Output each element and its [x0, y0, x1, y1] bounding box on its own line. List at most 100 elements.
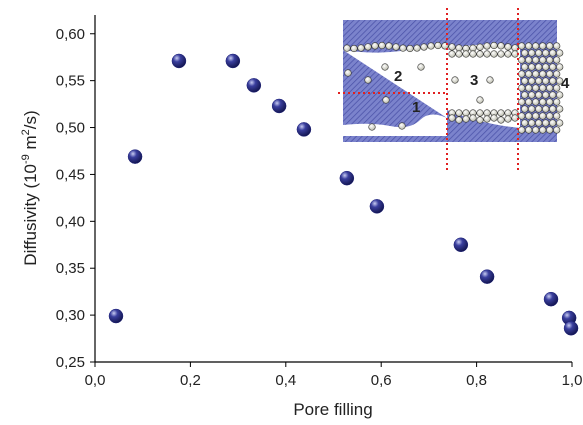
inset-particle [549, 63, 557, 71]
inset-particle [518, 56, 526, 64]
inset-particle [518, 98, 526, 106]
inset-particle [532, 126, 540, 134]
inset-particle [542, 119, 550, 127]
inset-particle [455, 116, 463, 124]
inset-particle [417, 63, 425, 71]
inset-particle [344, 69, 352, 77]
inset-particle [532, 98, 540, 106]
inset-particle [385, 42, 393, 50]
inset-particle [556, 49, 564, 57]
data-point [563, 320, 579, 336]
inset-particle [476, 50, 484, 58]
x-tick-label: 0,6 [371, 372, 392, 389]
inset-particle [398, 122, 406, 130]
inset-particle [542, 77, 550, 85]
inset-particle [532, 56, 540, 64]
inset-particle [528, 49, 536, 57]
y-tick-label: 0,50 [56, 120, 85, 137]
inset-particle [483, 50, 491, 58]
inset-particle [518, 42, 526, 50]
inset-particle [521, 49, 529, 57]
inset-particle [368, 123, 376, 131]
inset-particle [546, 84, 554, 92]
inset-particle [504, 115, 512, 123]
inset-particle [518, 126, 526, 134]
inset-particle [518, 84, 526, 92]
inset-particle [497, 42, 505, 50]
x-tick-label: 0,4 [275, 372, 296, 389]
inset-particle [448, 50, 456, 58]
data-point [271, 98, 287, 114]
inset-particle [556, 105, 564, 113]
inset-particle [546, 112, 554, 120]
inset-particle [546, 56, 554, 64]
inset-particle [462, 50, 470, 58]
inset-particle [532, 70, 540, 78]
inset-particle [521, 119, 529, 127]
inset-particle [532, 112, 540, 120]
inset-label: 1 [412, 99, 420, 116]
inset-particle [553, 98, 561, 106]
data-point [296, 122, 312, 137]
inset-particle [521, 105, 529, 113]
data-point [127, 149, 143, 164]
inset-particle [539, 126, 547, 134]
inset-particle [420, 43, 428, 51]
y-tick-label: 0,30 [56, 307, 85, 324]
inset-particle [528, 63, 536, 71]
inset-particle [490, 41, 498, 50]
inset-particle [455, 50, 463, 58]
inset-particle [546, 98, 554, 106]
inset-particle [476, 43, 484, 51]
inset-particle [497, 50, 505, 58]
inset-particle [364, 43, 372, 51]
inset-particle [549, 119, 557, 127]
x-axis-title: Pore filling [293, 400, 372, 419]
inset-particle [535, 49, 543, 57]
superscript: -9 [20, 154, 32, 164]
inset-particle [434, 41, 442, 50]
inset-particle [483, 115, 491, 123]
inset-particle [378, 41, 386, 50]
inset-particle [553, 112, 561, 120]
inset-particle [553, 56, 561, 64]
inset-particle [451, 76, 459, 84]
x-tick-label: 0,2 [180, 372, 201, 389]
inset-particle [535, 105, 543, 113]
inset-particle [549, 77, 557, 85]
inset-particle [556, 77, 564, 85]
inset-label: 3 [470, 72, 478, 89]
inset-particle [483, 42, 491, 50]
y-tick-label: 0,45 [56, 166, 85, 183]
inset-particle [556, 91, 564, 99]
inset-particle [504, 109, 512, 117]
inset-particle [535, 91, 543, 99]
inset-particle [553, 84, 561, 92]
data-point [108, 308, 124, 324]
inset-label: 2 [394, 68, 402, 85]
inset-particle [525, 126, 533, 134]
inset-particle [535, 119, 543, 127]
inset-particle [469, 50, 477, 58]
superscript: 2 [20, 129, 32, 135]
inset-particle [382, 96, 390, 104]
inset-particle [549, 91, 557, 99]
inset-particle [546, 126, 554, 134]
inset-particle [525, 42, 533, 50]
inset-particle [521, 63, 529, 71]
inset-particle [497, 116, 505, 124]
inset-pore [447, 44, 520, 128]
inset-particle [556, 119, 564, 127]
inset-particle [455, 44, 463, 52]
inset-particle [521, 77, 529, 85]
inset-particle [542, 63, 550, 71]
inset-particle [532, 42, 540, 50]
inset-particle [535, 63, 543, 71]
inset-particle [399, 44, 407, 52]
data-point [339, 170, 355, 186]
inset-particle [521, 91, 529, 99]
inset-particle [549, 105, 557, 113]
inset-particle [343, 44, 351, 52]
inset-particle [546, 70, 554, 78]
